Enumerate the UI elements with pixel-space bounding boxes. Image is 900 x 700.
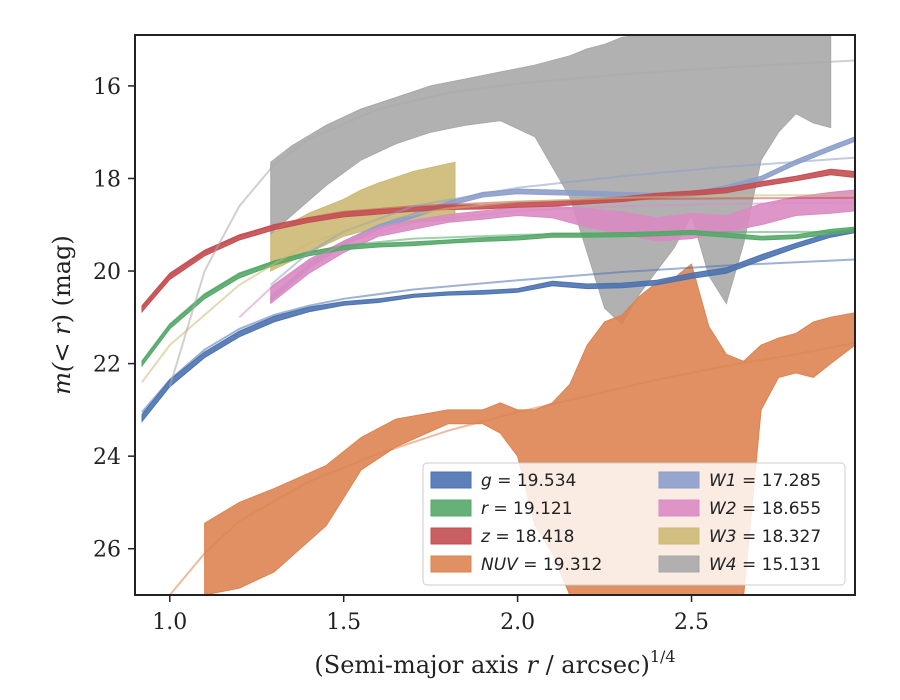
legend-label-r: r = 19.121 [481, 499, 573, 519]
model-curves [141, 59, 855, 595]
y-tick-label: 18 [93, 167, 121, 192]
legend-swatch-w3 [658, 527, 700, 545]
x-tick-label: 2.5 [674, 610, 709, 635]
band-r [141, 226, 855, 368]
y-tick-label: 22 [93, 353, 121, 378]
legend-swatch-w4 [658, 555, 700, 573]
x-axis-label: (Semi-major axis r / arcsec)1/4 [314, 647, 675, 679]
band-w2 [270, 189, 855, 305]
legend-label-nuv: NUV = 19.312 [481, 555, 602, 575]
model-curve-g [141, 258, 855, 413]
plot-frame [134, 34, 856, 596]
legend-label-w3: W3 = 18.327 [709, 527, 821, 547]
model-curve-w3 [141, 193, 855, 383]
legend-label-g: g = 19.534 [481, 471, 576, 491]
legend-label-w2: W2 = 18.655 [709, 499, 821, 519]
legend-swatch-z [430, 527, 472, 545]
x-tick-label: 2.0 [500, 610, 535, 635]
legend-box [422, 462, 846, 586]
y-tick-label: 24 [93, 445, 121, 470]
y-tick-label: 16 [93, 75, 121, 100]
model-curve-z [141, 196, 855, 309]
model-curve-nuv [169, 341, 855, 595]
axis-ticks: 1.0 1.5 2.0 2.5 16 18 20 22 24 26 [93, 75, 709, 635]
band-w4 [270, 35, 832, 326]
y-axis-label: m(< r) (mag) [48, 235, 76, 395]
legend-swatch-r [430, 499, 472, 517]
model-curve-w2 [238, 201, 855, 319]
legend-swatch-g [430, 471, 472, 489]
y-tick-label: 20 [93, 260, 121, 285]
y-tick-label: 26 [93, 538, 121, 563]
legend: g = 19.534 r = 19.121 z = 18.418 NUV = 19.3… [422, 462, 846, 586]
legend-swatch-w1 [658, 471, 700, 489]
legend-label-w4: W4 = 15.131 [709, 555, 821, 575]
legend-swatch-nuv [430, 555, 472, 573]
model-curve-w1 [270, 156, 855, 286]
band-g [141, 227, 855, 423]
x-tick-label: 1.5 [326, 610, 361, 635]
legend-swatch-w2 [658, 499, 700, 517]
legend-label-w1: W1 = 17.285 [709, 471, 821, 491]
model-curve-w4 [168, 59, 855, 387]
legend-label-z: z = 18.418 [480, 527, 574, 547]
model-curve-r [141, 230, 855, 362]
x-tick-label: 1.0 [152, 610, 187, 635]
